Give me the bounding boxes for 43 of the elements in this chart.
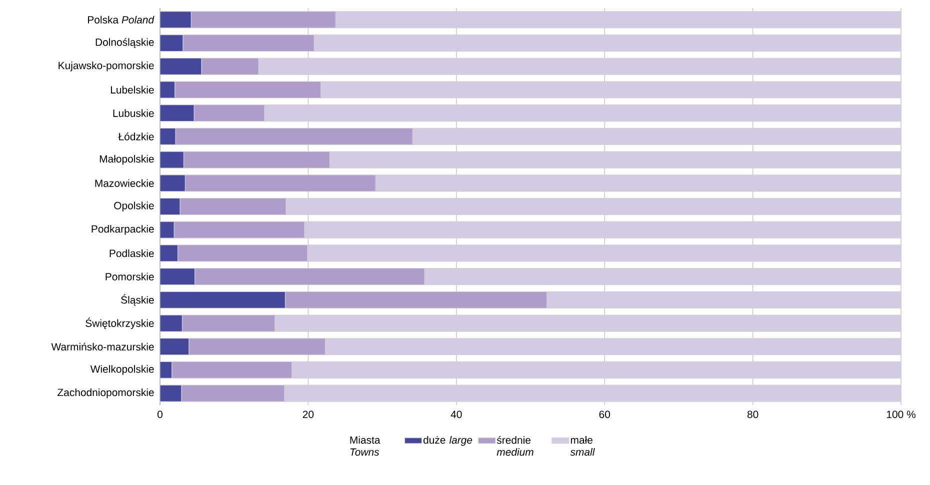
y-tick-label: Łódzkie (118, 132, 154, 140)
bar (160, 104, 194, 122)
y-tick-label: Śląskie (121, 294, 154, 306)
legend-label: średnie medium (496, 436, 534, 456)
bar (160, 268, 196, 286)
legend-label: małe small (570, 436, 595, 456)
y-tick-label: Podlaskie (110, 249, 154, 258)
bar (160, 314, 183, 332)
bar (160, 291, 286, 308)
bar (160, 244, 178, 262)
y-tick-label: Opolskie (114, 202, 154, 212)
x-tick-label: 20 (302, 410, 314, 418)
y-tick-label: Pomorskie (106, 272, 154, 280)
bar (160, 362, 172, 378)
bar (160, 221, 174, 238)
x-tick-label: 80 (747, 410, 758, 418)
y-tick-label: Podkarpackie (92, 224, 154, 235)
y-tick-label: Małopolskie (100, 154, 154, 165)
y-tick-label: Lubuskie (113, 109, 154, 117)
y-tick-label: Kujawsko-pomorskie (58, 62, 154, 72)
y-tick-label: Mazowieckie (95, 179, 154, 187)
legend-label: duże large (423, 436, 472, 446)
bar (160, 151, 184, 168)
y-tick-label: Zachodniopomorskie (58, 388, 154, 398)
y-tick-label: Dolnośląskie (96, 38, 154, 48)
y-tick-label: Lubelskie (110, 86, 154, 94)
x-tick-label: 60 (599, 410, 610, 418)
x-tick-label: 100 % (886, 410, 916, 418)
x-tick-label: 0 (158, 410, 162, 418)
bar (160, 174, 186, 192)
bar (160, 58, 202, 75)
y-tick-label: Warmińsko-mazurskie (51, 342, 154, 351)
bar (160, 11, 192, 28)
bar (160, 338, 190, 356)
x-tick-label: 40 (450, 410, 462, 418)
legend-title: Miasta Towns (350, 436, 380, 456)
bar (160, 198, 180, 216)
bar (160, 34, 184, 52)
y-tick-label: Wielkopolskie (90, 365, 154, 375)
y-tick-label: Polska Poland (88, 16, 154, 24)
bar (160, 384, 182, 402)
bar (160, 128, 176, 145)
y-tick-label: Świętokrzyskie (86, 317, 154, 330)
